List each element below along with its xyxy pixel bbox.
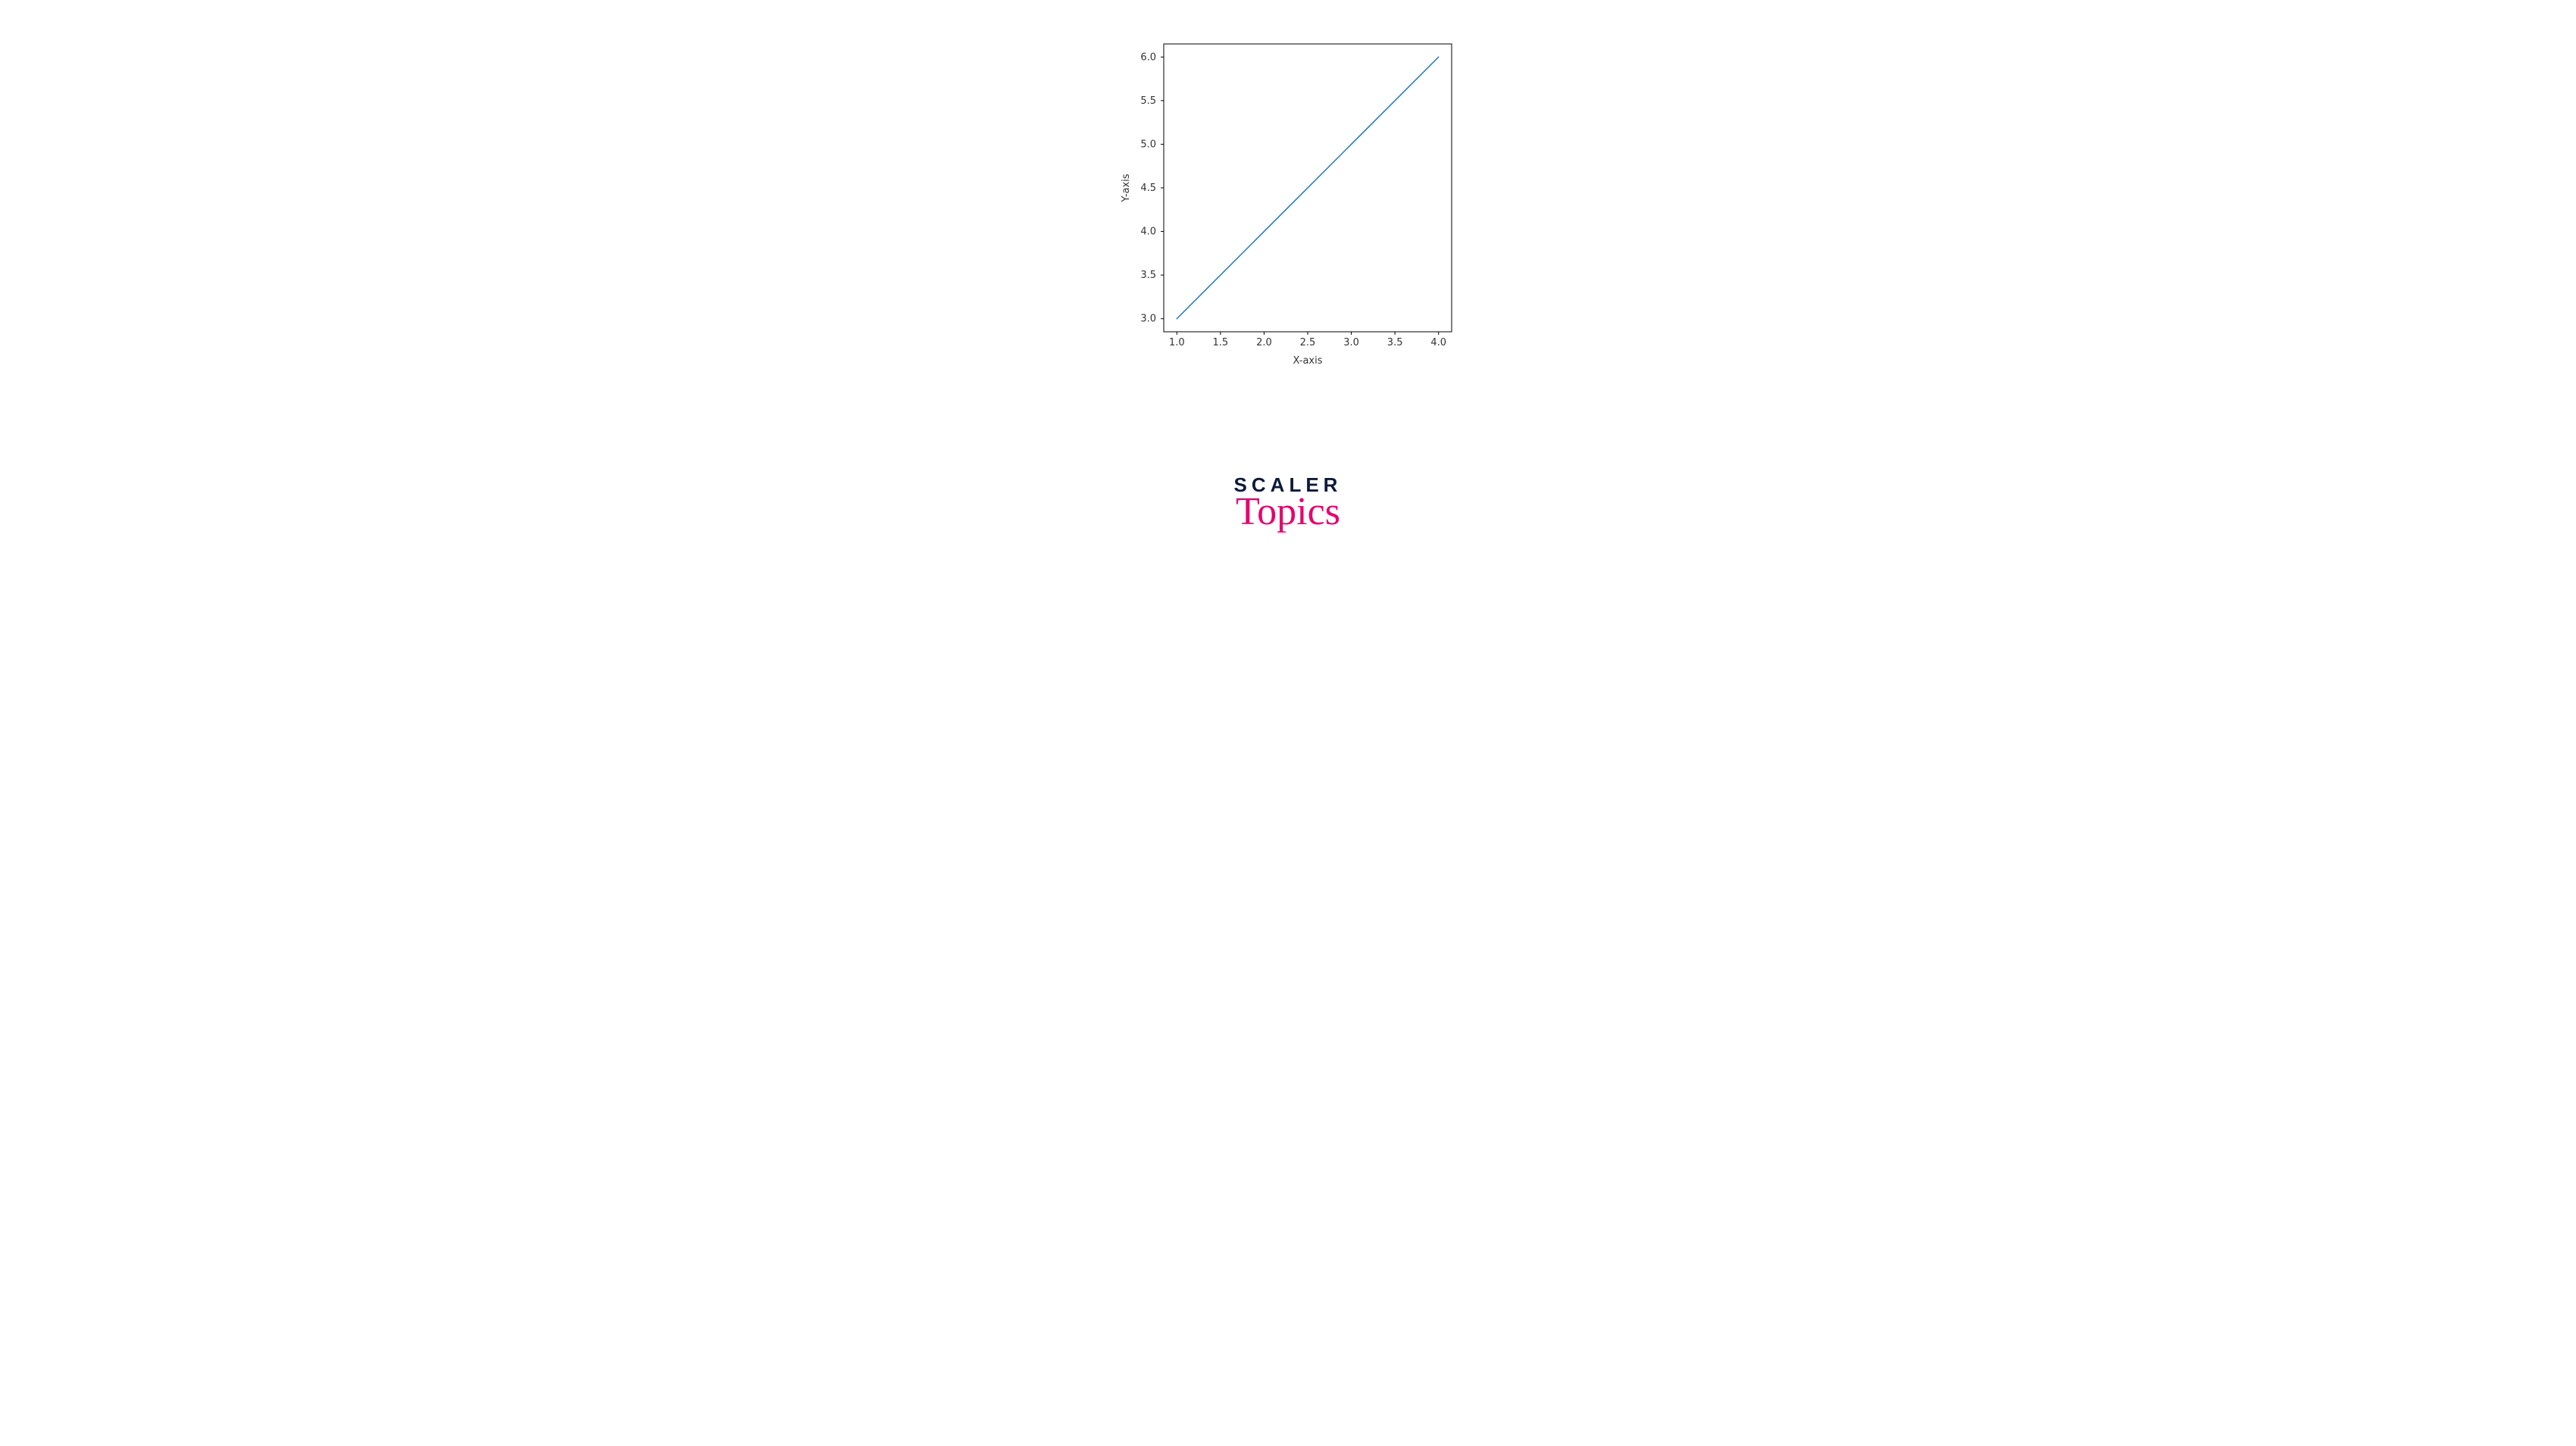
- y-tick-label: 3.0: [1140, 314, 1156, 325]
- x-tick-label: 2.0: [1256, 337, 1272, 348]
- chart-container: 1.0 1.5 2.0 2.5 3.0 3.5 4.0 3.0 3.5 4.0 4.5 5.0 5.5 6…: [1111, 30, 1465, 380]
- y-tick-label: 4.0: [1140, 226, 1156, 238]
- x-tick-label: 1.0: [1169, 337, 1185, 348]
- y-tick-label: 4.5: [1140, 183, 1156, 194]
- y-tick-label: 6.0: [1140, 52, 1156, 63]
- x-axis-label: X-axis: [1293, 355, 1323, 367]
- page: 1.0 1.5 2.0 2.5 3.0 3.5 4.0 3.0 3.5 4.0 4.5 5.0 5.5 6…: [712, 0, 1864, 648]
- y-tick-label: 3.5: [1140, 270, 1156, 281]
- x-tick-label: 4.0: [1430, 337, 1446, 348]
- y-axis-label: Y-axis: [1121, 173, 1132, 202]
- y-tick-label: 5.5: [1140, 95, 1156, 107]
- y-tick-label: 5.0: [1140, 139, 1156, 150]
- x-tick-label: 3.5: [1387, 337, 1403, 348]
- x-tick-label: 1.5: [1213, 337, 1229, 348]
- x-tick-label: 3.0: [1343, 337, 1359, 348]
- line-chart: 1.0 1.5 2.0 2.5 3.0 3.5 4.0 3.0 3.5 4.0 4.5 5.0 5.5 6…: [1111, 30, 1465, 377]
- logo-sub-text: Topics: [1234, 492, 1343, 532]
- x-tick-label: 2.5: [1300, 337, 1316, 348]
- scaler-topics-logo: SCALER Topics: [1234, 473, 1343, 532]
